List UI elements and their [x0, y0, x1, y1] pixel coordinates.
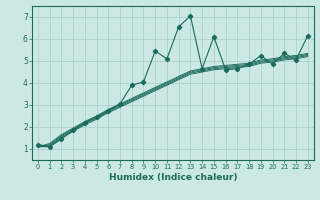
X-axis label: Humidex (Indice chaleur): Humidex (Indice chaleur) [108, 173, 237, 182]
